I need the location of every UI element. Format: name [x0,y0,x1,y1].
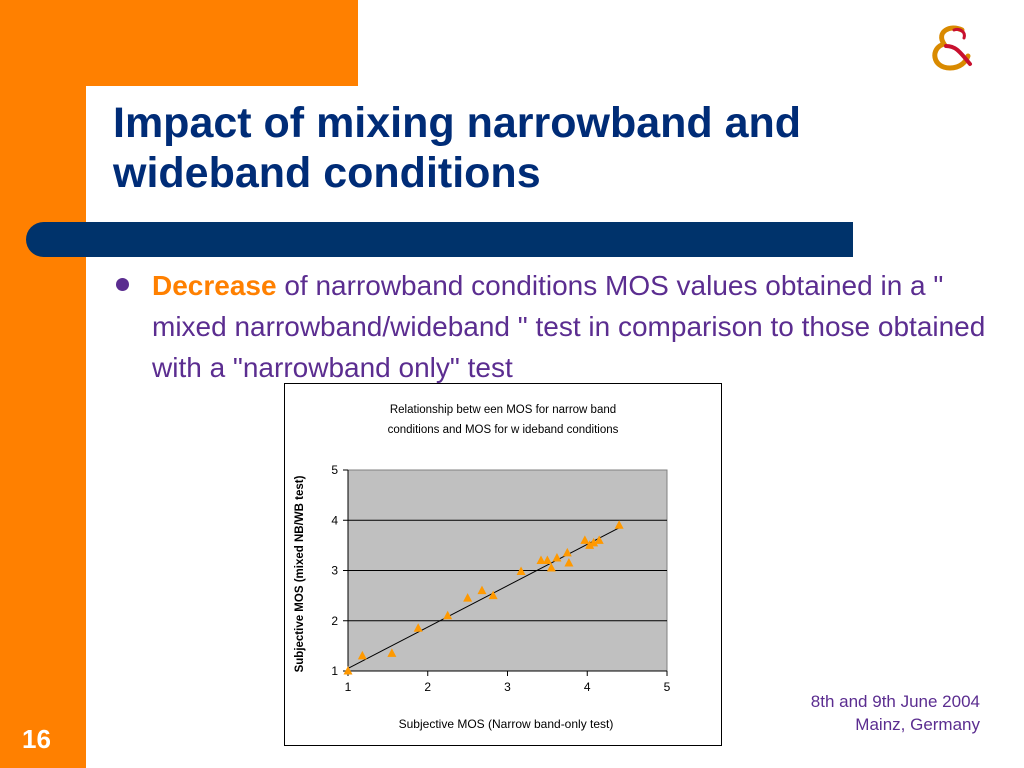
trendline [347,527,620,669]
bullet-body: of narrowband conditions MOS values obta… [152,270,986,383]
data-point [463,593,473,602]
x-axis-label: Subjective MOS (Narrow band-only test) [399,717,614,731]
data-point [552,552,562,562]
title-divider-bar [26,222,853,257]
x-tick-label: 4 [584,680,591,694]
data-point [585,540,595,549]
bullet-icon [116,278,129,291]
x-tick-label: 1 [345,680,352,694]
y-tick-label: 3 [331,564,338,578]
x-tick-label: 2 [424,680,431,694]
y-tick-label: 2 [331,614,338,628]
data-point [343,666,353,675]
data-point [546,562,556,572]
bullet-text: Decrease of narrowband conditions MOS va… [152,265,1002,388]
y-tick-label: 5 [331,463,338,477]
bullet-highlight: Decrease [152,270,277,301]
y-axis-label: Subjective MOS (mixed NB/WB test) [294,475,306,672]
data-point [443,610,453,620]
data-point [614,520,624,529]
slide-title: Impact of mixing narrowband and wideband… [113,99,802,197]
chart-title-line2: conditions and MOS for w ideband conditi… [388,424,619,436]
footer-date: 8th and 9th June 2004 [810,692,980,711]
y-tick-label: 4 [331,513,338,527]
orange-side-band [0,0,86,768]
chart-frame: Relationship betw een MOS for narrow ban… [284,383,722,746]
data-point [357,650,367,660]
ampersand-logo-icon [932,25,972,71]
data-point [413,623,423,632]
data-point [536,555,546,564]
y-tick-label: 1 [331,664,338,678]
page-number: 16 [22,724,51,754]
data-point [562,547,572,557]
data-point [564,557,574,567]
data-point [589,537,599,547]
data-point [516,566,526,576]
scatter-chart: Relationship betw een MOS for narrow ban… [294,404,671,731]
x-tick-label: 5 [664,680,671,694]
data-point [488,590,498,600]
chart-title-line1: Relationship betw een MOS for narrow ban… [390,404,616,416]
data-point [594,535,604,544]
data-point [477,585,487,595]
data-point [387,648,397,657]
footer-location: Mainz, Germany [855,715,980,734]
data-point [580,535,590,544]
footer-date-location: 8th and 9th June 2004 Mainz, Germany [811,690,980,736]
data-point [542,555,552,564]
x-tick-label: 3 [504,680,511,694]
